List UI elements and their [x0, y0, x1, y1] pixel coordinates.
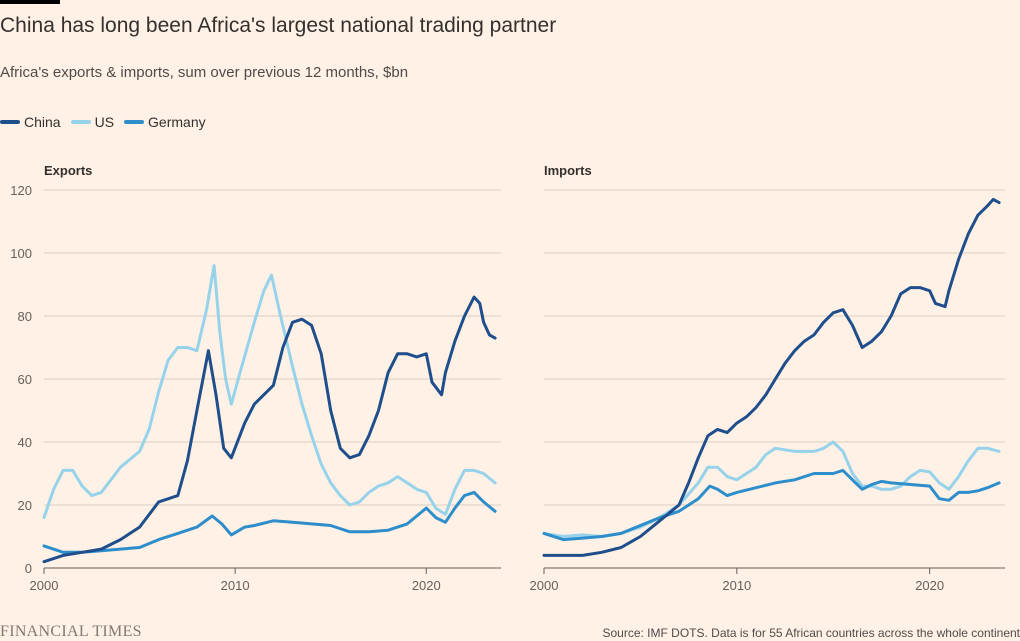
exports-y-tick-label: 100	[10, 246, 32, 261]
legend: China US Germany	[0, 114, 206, 130]
legend-item-germany: Germany	[124, 114, 206, 130]
exports-panel-title: Exports	[44, 163, 92, 178]
legend-label-us: US	[94, 114, 115, 130]
exports-x-tick-label: 2010	[221, 578, 250, 593]
imports-x-tick-label: 2020	[915, 578, 944, 593]
chart-title: China has long been Africa's largest nat…	[0, 14, 557, 37]
exports-series-us	[42, 264, 497, 520]
exports-y-tick-label: 0	[25, 561, 32, 576]
imports-x-tick-label: 2010	[722, 578, 751, 593]
exports-y-tick-label: 60	[18, 372, 32, 387]
source-note: Source: IMF DOTS. Data is for 55 African…	[602, 626, 1020, 640]
legend-swatch-germany	[124, 120, 145, 124]
legend-label-china: China	[24, 114, 61, 130]
chart-subtitle: Africa's exports & imports, sum over pre…	[0, 64, 409, 81]
exports-series-germany	[42, 490, 497, 554]
imports-series-china	[542, 197, 1001, 557]
imports-series-germany	[542, 468, 1001, 542]
exports-y-tick-label: 120	[10, 183, 32, 198]
legend-item-china: China	[0, 114, 61, 130]
exports-x-tick-label: 2020	[412, 578, 441, 593]
exports-panel: Exports 0 20 40 60 80 100 120 2000 2010 2020	[10, 163, 501, 593]
imports-panel: Imports 2000 2010 2020	[530, 163, 1005, 593]
brand-bar	[0, 0, 60, 4]
ft-logo: FINANCIAL TIMES	[0, 623, 142, 640]
exports-x-tick-label: 2000	[30, 578, 59, 593]
imports-x-tick-label: 2000	[530, 578, 559, 593]
exports-series-china	[42, 295, 497, 564]
exports-y-tick-label: 20	[18, 498, 32, 513]
exports-y-tick-label: 80	[18, 309, 32, 324]
legend-swatch-china	[0, 120, 20, 124]
legend-item-us: US	[70, 114, 115, 130]
imports-panel-title: Imports	[544, 163, 592, 178]
exports-y-tick-label: 40	[18, 435, 32, 450]
legend-swatch-us	[70, 120, 91, 124]
legend-label-germany: Germany	[148, 114, 206, 130]
